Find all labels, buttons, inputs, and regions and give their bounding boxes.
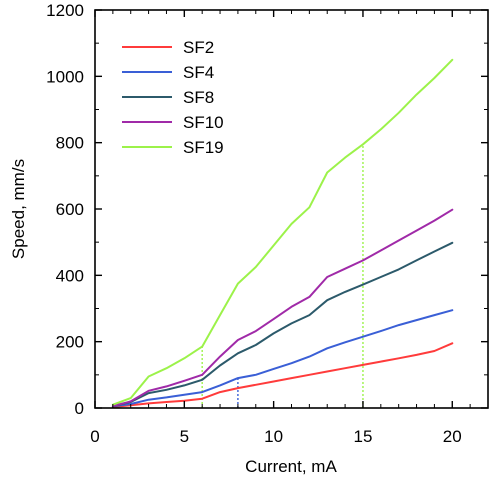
y-axis: 0 200 400 600 800 1000 1200 (46, 1, 488, 418)
reference-lines (201, 144, 364, 408)
y-tick-label-1200: 1200 (46, 1, 84, 20)
x-tick-label-15: 15 (353, 427, 372, 446)
legend-label-sf19: SF19 (183, 138, 224, 157)
y-axis-title: Speed, mm/s (9, 159, 28, 259)
y-tick-label-400: 400 (56, 266, 84, 285)
series-lines (111, 58, 454, 408)
y-tick-label-1000: 1000 (46, 67, 84, 86)
series-line-sf10 (111, 208, 454, 407)
x-axis-title: Current, mA (245, 457, 337, 476)
series-line-sf2 (111, 342, 454, 408)
x-tick-label-10: 10 (264, 427, 283, 446)
y-tick-label-200: 200 (56, 333, 84, 352)
x-tick-label-20: 20 (443, 427, 462, 446)
x-tick-label-0: 0 (90, 427, 99, 446)
series-line-sf8 (111, 241, 454, 408)
series-line-sf19 (111, 58, 454, 406)
x-tick-label-5: 5 (180, 427, 189, 446)
y-tick-label-600: 600 (56, 200, 84, 219)
series-line-sf4 (111, 309, 454, 408)
y-tick-label-0: 0 (75, 399, 84, 418)
legend-label-sf4: SF4 (183, 63, 214, 82)
x-axis: 0 5 10 15 20 (90, 10, 471, 446)
y-tick-label-800: 800 (56, 134, 84, 153)
legend: SF2 SF4 SF8 SF10 SF19 (122, 38, 224, 157)
legend-label-sf10: SF10 (183, 113, 224, 132)
legend-label-sf2: SF2 (183, 38, 214, 57)
legend-label-sf8: SF8 (183, 88, 214, 107)
